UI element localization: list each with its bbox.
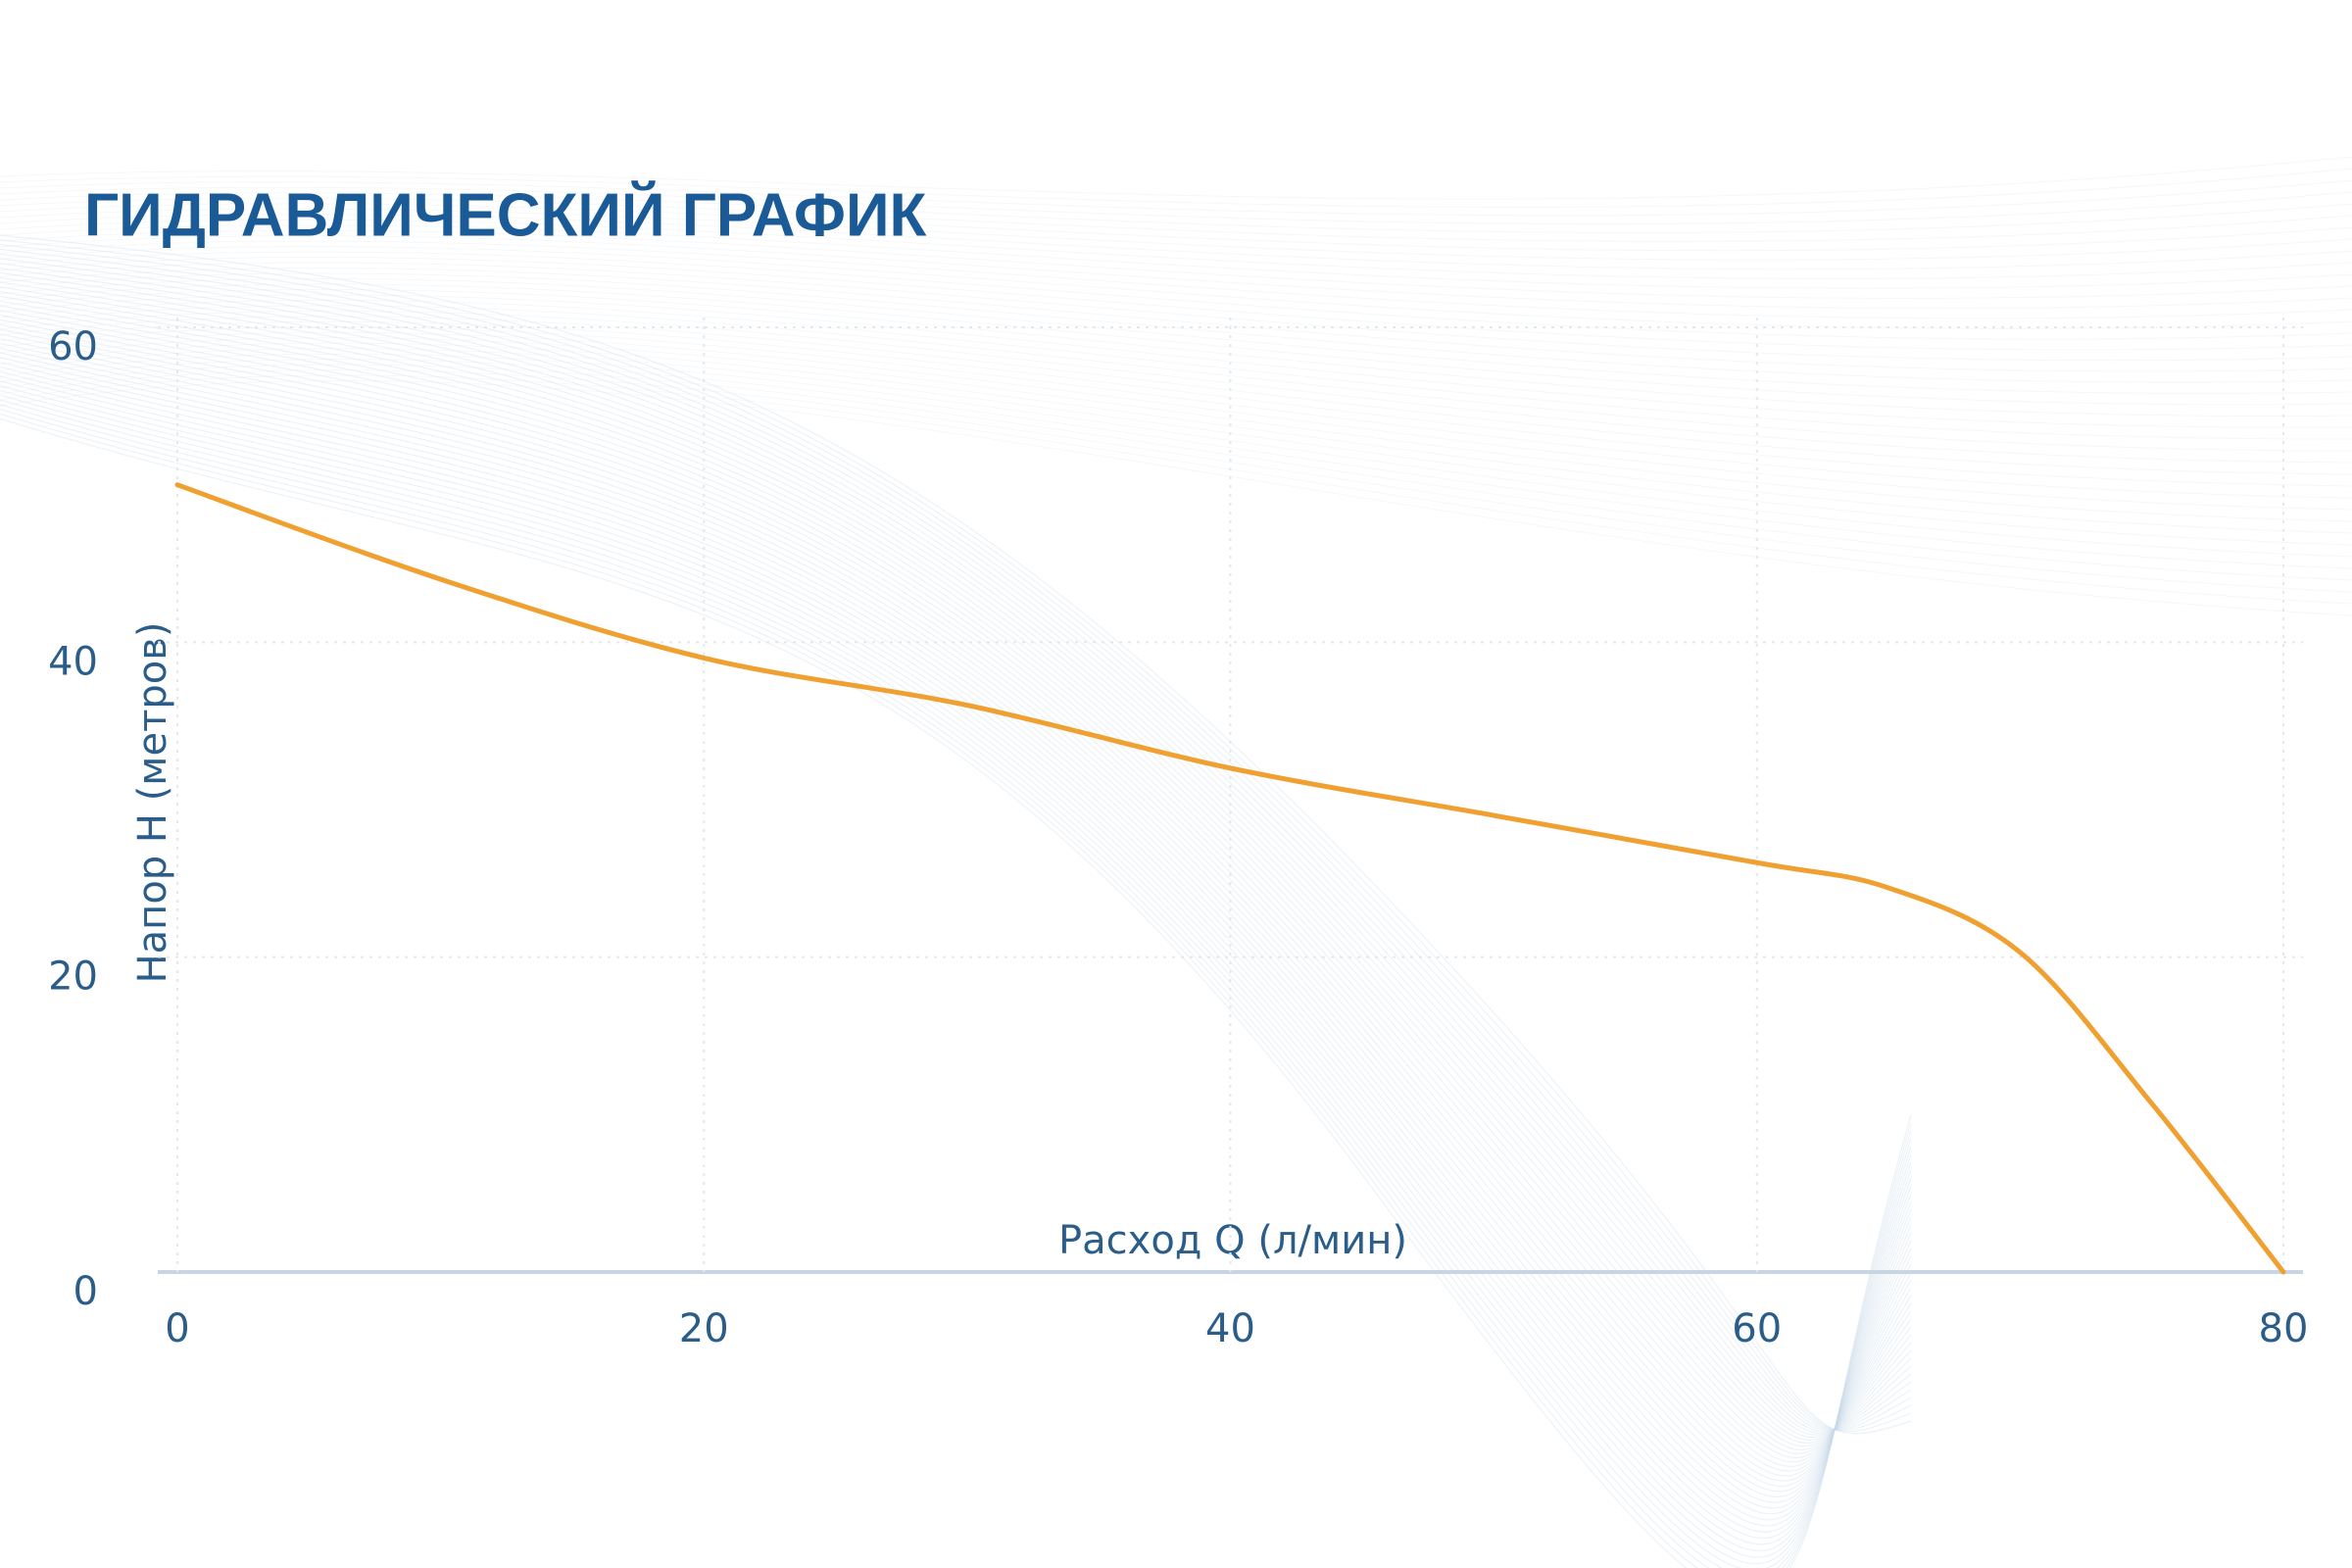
wave <box>0 288 2352 416</box>
chart-title: ГИДРАВЛИЧЕСКИЙ ГРАФИК <box>84 180 927 249</box>
wave <box>0 197 2352 243</box>
wave <box>0 156 2352 200</box>
wave <box>0 258 1912 1432</box>
wave <box>0 253 1912 1431</box>
wave <box>0 203 2352 252</box>
wave <box>0 394 1912 1565</box>
wave <box>0 208 2352 261</box>
wave <box>0 389 1912 1558</box>
wave <box>0 271 1912 1436</box>
wave <box>0 214 2352 270</box>
wave <box>0 315 1912 1467</box>
wave <box>0 192 2352 234</box>
x-tick-label: 0 <box>165 1306 189 1351</box>
wave <box>0 320 2352 487</box>
wave <box>0 168 2352 208</box>
wave <box>0 251 2352 340</box>
wave <box>0 318 1912 1472</box>
y-axis-label: Напор H (метров) <box>130 622 175 984</box>
wave <box>0 246 2352 330</box>
wave <box>0 262 2352 362</box>
wave <box>0 337 2352 522</box>
wave <box>0 375 1912 1540</box>
wave <box>0 263 1912 1433</box>
wave <box>0 257 2352 351</box>
wave <box>0 359 2352 569</box>
wave <box>0 370 1912 1533</box>
wave <box>0 283 2352 406</box>
wave <box>0 404 1912 1568</box>
wave <box>0 347 1912 1503</box>
wave <box>0 186 2352 225</box>
wave <box>0 300 1912 1454</box>
wave <box>0 299 2352 440</box>
wave <box>0 310 2352 464</box>
wave <box>0 366 1912 1527</box>
wave <box>0 272 2352 383</box>
wave <box>0 224 2352 289</box>
wave <box>0 240 2352 319</box>
wave <box>0 369 2352 593</box>
wave <box>0 362 1912 1521</box>
y-tick-label: 0 <box>74 1269 98 1314</box>
wave <box>0 219 2352 280</box>
wave <box>0 333 1912 1487</box>
wave <box>0 385 1912 1551</box>
wave <box>0 316 2352 475</box>
wave <box>0 229 2352 299</box>
y-tick-label: 20 <box>48 955 98 1000</box>
wave <box>0 353 2352 558</box>
wave <box>0 413 1912 1568</box>
wave <box>0 294 2352 428</box>
wave <box>0 267 2352 372</box>
x-tick-label: 60 <box>1732 1306 1782 1351</box>
wave <box>0 310 1912 1463</box>
y-tick-label: 40 <box>48 639 98 684</box>
wave <box>0 348 2352 546</box>
wave <box>0 409 1912 1568</box>
wave <box>0 286 1912 1444</box>
wave <box>0 235 2352 310</box>
wave <box>0 379 2352 616</box>
wave <box>0 342 1912 1497</box>
wave <box>0 331 2352 511</box>
x-tick-label: 80 <box>2259 1306 2309 1351</box>
wave <box>0 417 1912 1568</box>
wave <box>0 342 2352 534</box>
line <box>174 482 2286 1275</box>
wave <box>0 291 1912 1447</box>
wave <box>0 323 1912 1477</box>
wave <box>0 305 2352 452</box>
wave <box>0 357 1912 1515</box>
wave <box>0 295 1912 1450</box>
wave <box>0 276 1912 1439</box>
wave <box>0 364 2352 581</box>
wave <box>0 328 1912 1482</box>
wave <box>0 268 1912 1434</box>
wave <box>0 399 1912 1568</box>
x-tick-label: 20 <box>679 1306 729 1351</box>
wave <box>0 179 2352 217</box>
wave <box>0 244 1912 1431</box>
background-waves <box>0 156 2352 1568</box>
wave <box>0 305 1912 1459</box>
wave <box>0 374 2352 605</box>
y-tick-label: 60 <box>48 324 98 369</box>
wave <box>0 234 1912 1435</box>
wave <box>0 338 1912 1493</box>
x-tick-label: 40 <box>1205 1306 1255 1351</box>
wave <box>0 277 2352 394</box>
wave <box>0 281 1912 1441</box>
wave <box>0 248 1912 1431</box>
x-axis-label: Расход Q (л/мин) <box>1058 1218 1407 1263</box>
wave <box>0 352 1912 1509</box>
wave <box>0 239 1912 1433</box>
wave <box>0 380 1912 1545</box>
